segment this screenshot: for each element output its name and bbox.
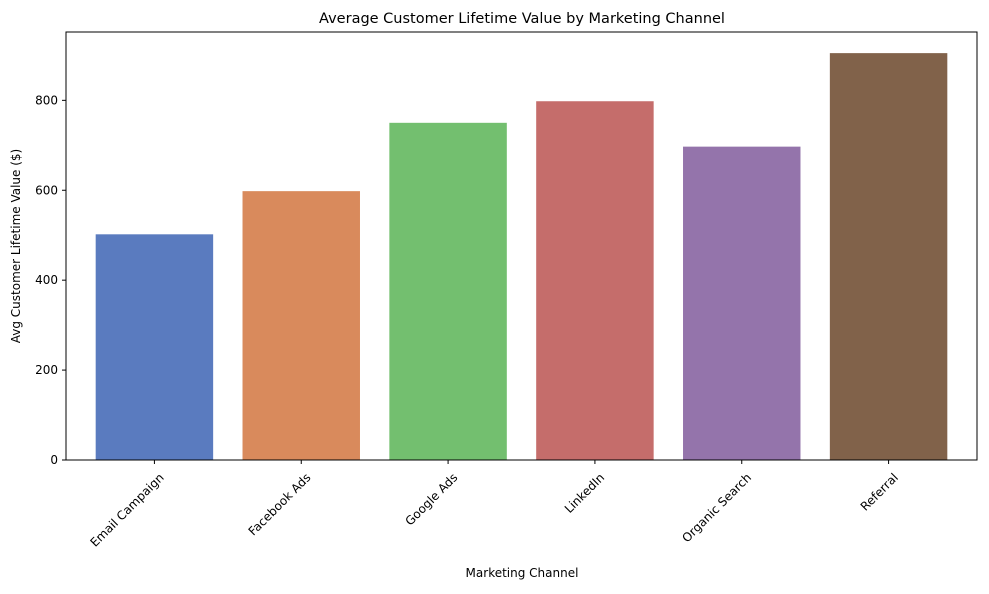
bar-linkedin xyxy=(536,101,654,460)
bar-facebook-ads xyxy=(242,191,360,461)
bar-referral xyxy=(829,53,948,461)
y-tick-label: 0 xyxy=(50,453,58,467)
x-tick-label: Google Ads xyxy=(402,470,460,528)
chart-title: Average Customer Lifetime Value by Marke… xyxy=(319,11,725,27)
y-tick-label: 800 xyxy=(35,93,58,107)
plot-frame xyxy=(65,31,978,461)
x-tick-label: Email Campaign xyxy=(88,470,167,549)
bar-email-campaign xyxy=(95,234,214,460)
y-tick-label: 200 xyxy=(35,363,58,377)
x-tick-label: Facebook Ads xyxy=(246,470,314,538)
bar-organic-search xyxy=(683,146,801,460)
y-tick-label: 600 xyxy=(35,183,58,197)
y-axis: 0 200 400 600 800 xyxy=(35,93,66,467)
x-tick-label: Referral xyxy=(858,470,901,513)
bars-layer xyxy=(95,53,948,461)
bar-google-ads xyxy=(389,122,507,460)
x-axis: Email Campaign Facebook Ads Google Ads Link… xyxy=(88,460,901,550)
y-tick-label: 400 xyxy=(35,273,58,287)
x-axis-label: Marketing Channel xyxy=(466,566,579,580)
y-axis-label: Avg Customer Lifetime Value ($) xyxy=(9,149,23,343)
x-tick-label: LinkedIn xyxy=(562,470,607,515)
x-tick-label: Organic Search xyxy=(679,470,754,545)
